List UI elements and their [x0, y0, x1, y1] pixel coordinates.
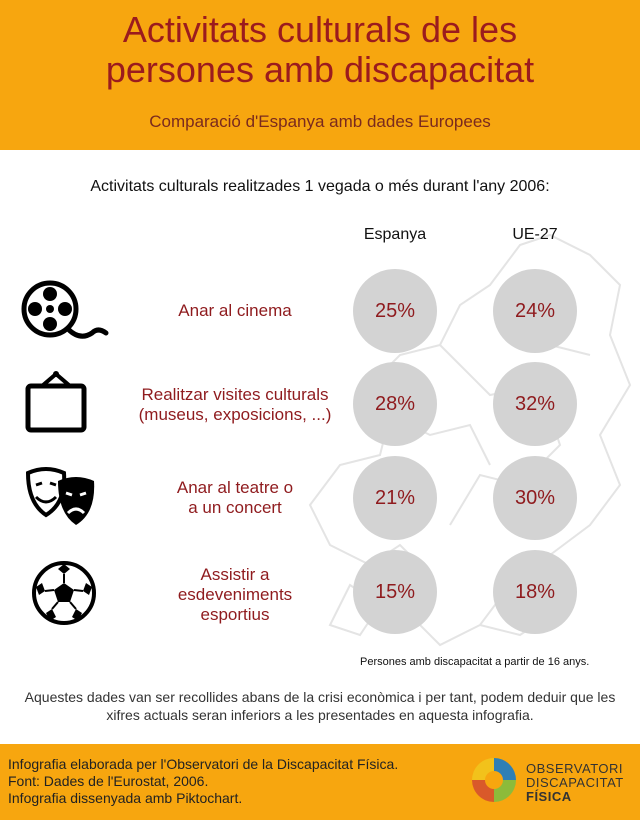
value-spain-theatre: 21%	[353, 456, 437, 540]
row-label-theatre: Anar al teatre o a un concert	[110, 463, 360, 533]
credits: Infografia elaborada per l'Observatori d…	[8, 756, 398, 807]
header-banner: Activitats culturals de les persones amb…	[0, 0, 640, 150]
logo-line-2: DISCAPACITAT	[526, 775, 624, 790]
observatori-logo: OBSERVATORI DISCAPACITAT FÍSICA	[466, 752, 636, 812]
row-label-sports-line1: Assistir a	[200, 565, 270, 584]
footnote: Persones amb discapacitat a partir de 16…	[360, 656, 590, 668]
value-spain-cinema: 25%	[353, 269, 437, 353]
logo-text: OBSERVATORI DISCAPACITAT FÍSICA	[526, 762, 624, 804]
page-subtitle: Comparació d'Espanya amb dades Europees	[149, 112, 491, 131]
question-text: Activitats culturals realitzades 1 vegad…	[90, 178, 550, 195]
film-reel-icon	[21, 280, 109, 339]
value-spain-cultural-visits: 28%	[353, 362, 437, 446]
value-eu-cultural-visits: 32%	[493, 362, 577, 446]
column-header-eu: UE-27	[512, 226, 558, 243]
value-eu-sports: 18%	[493, 550, 577, 634]
row-label-cinema: Anar al cinema	[110, 276, 360, 346]
row-label-sports-line3: esportius	[200, 605, 270, 624]
row-label-theatre-line1: Anar al teatre o	[176, 478, 294, 497]
row-label-sports: Assistir a esdeveniments esportius	[110, 557, 360, 633]
row-label-cultural-visits-line1: Realitzar visites culturals	[141, 385, 329, 404]
value-eu-theatre: 30%	[493, 456, 577, 540]
row-label-cinema-line1: Anar al cinema	[178, 301, 292, 320]
credit-line-1: Infografia elaborada per l'Observatori d…	[8, 756, 399, 772]
footer-banner: Infografia elaborada per l'Observatori d…	[0, 744, 640, 820]
page-title: Activitats culturals de les persones amb…	[0, 10, 640, 90]
title-line-1: Activitats culturals de les	[122, 9, 518, 50]
row-label-cultural-visits: Realitzar visites culturals (museus, exp…	[110, 370, 360, 440]
disclaimer-note: Aquestes dades van ser recollides abans …	[24, 689, 616, 723]
soccer-ball-icon	[32, 561, 96, 625]
value-spain-sports: 15%	[353, 550, 437, 634]
title-line-2: persones amb discapacitat	[105, 49, 535, 90]
theatre-masks-icon	[25, 467, 95, 525]
credit-line-2: Font: Dades de l'Eurostat, 2006.	[8, 773, 209, 789]
logo-line-1: OBSERVATORI	[526, 761, 624, 776]
logo-mark-icon	[472, 758, 516, 802]
row-label-sports-line2: esdeveniments	[177, 585, 293, 604]
value-eu-cinema: 24%	[493, 269, 577, 353]
row-label-theatre-line2: a un concert	[188, 498, 282, 517]
column-header-spain: Espanya	[363, 226, 427, 243]
logo-line-3: FÍSICA	[526, 789, 572, 804]
row-label-cultural-visits-line2: (museus, exposicions, ...)	[138, 405, 332, 424]
picture-frame-icon	[25, 371, 87, 433]
credit-line-3: Infografia dissenyada amb Piktochart.	[8, 790, 243, 806]
